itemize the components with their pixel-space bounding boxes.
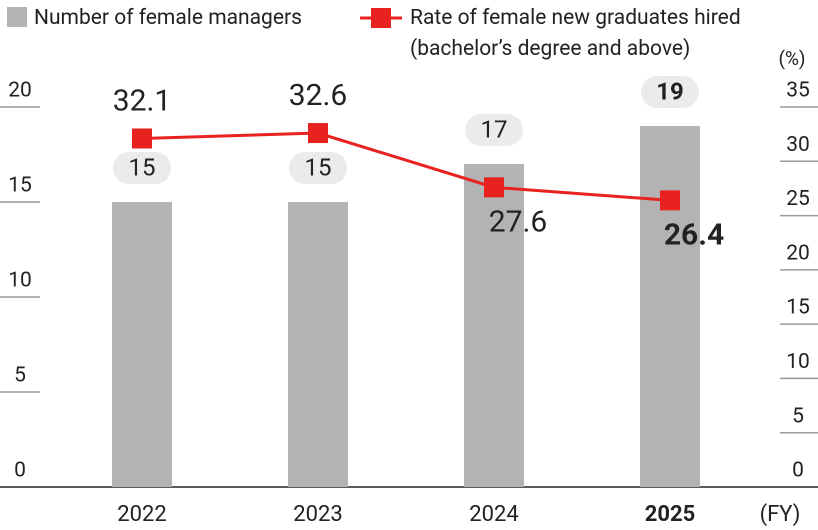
value-label-bg [465,114,523,146]
y2-tick-label: 20 [786,241,810,265]
y-tick-label: 10 [8,269,32,293]
value-label-bg [641,76,699,108]
bar [288,202,348,487]
y2-tick-label: 25 [786,187,810,211]
x-tick-label: 2025 [645,502,696,527]
bar [640,126,700,487]
legend-swatch [7,7,27,27]
value-label: 15 [129,153,156,181]
line-marker [660,190,680,211]
bar [112,202,172,487]
legend-label: Rate of female new graduates hired (bach… [410,6,741,61]
bar [464,164,524,487]
x-tick-label: 2024 [469,502,518,527]
y2-unit: (%) [778,47,805,70]
y-tick-label: 0 [14,459,26,483]
x-tick-label: 2022 [117,502,166,527]
legend-label: Number of female managers [34,6,302,30]
y2-tick-label: 30 [786,133,810,157]
y2-tick-label: 15 [786,296,810,320]
x-tick-label: 2023 [293,502,342,527]
value-label: 27.6 [489,204,548,239]
value-label-bg [289,152,347,184]
y-tick-label: 5 [14,364,26,388]
value-label: 32.6 [289,78,348,113]
value-label: 32.1 [113,83,172,118]
y-tick-label: 15 [8,174,32,198]
value-label: 15 [305,153,332,181]
line [141,131,671,202]
value-label: 17 [481,115,508,143]
value-label: 19 [656,77,684,105]
y-tick-label: 20 [8,79,32,103]
x-unit: (FY) [760,502,801,527]
line-marker [484,177,504,198]
y2-tick-label: 0 [792,459,804,483]
legend-swatch [371,8,391,28]
y2-tick-label: 35 [786,79,810,103]
value-label-bg [113,152,171,184]
line-marker [308,123,328,144]
y2-tick-label: 10 [786,350,810,374]
y2-tick-label: 5 [792,404,804,428]
value-label: 26.4 [664,217,724,252]
line-marker [132,128,152,149]
